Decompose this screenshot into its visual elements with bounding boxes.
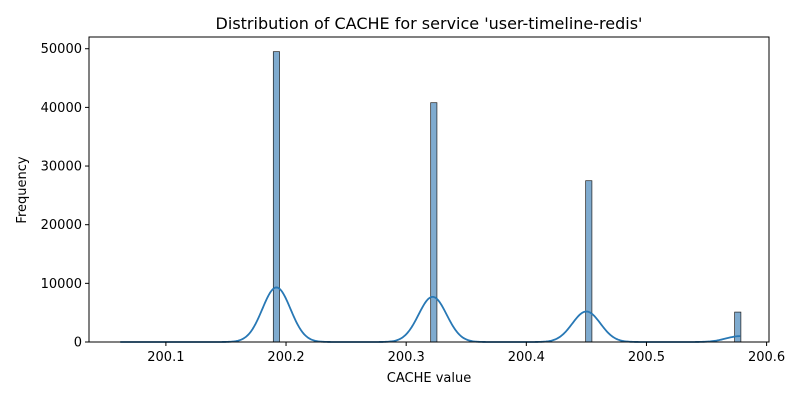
x-axis-label: CACHE value <box>387 371 471 386</box>
histogram-bar-1 <box>431 103 437 342</box>
x-tick-label: 200.3 <box>388 350 425 365</box>
histogram-bar-0 <box>273 52 279 342</box>
x-tick-label: 200.2 <box>267 350 304 365</box>
x-tick-label: 200.1 <box>147 350 184 365</box>
y-tick-label: 0 <box>74 336 82 351</box>
y-tick-label: 30000 <box>41 160 82 175</box>
x-tick-label: 200.6 <box>748 350 785 365</box>
x-axis-ticks: 200.1 200.2 200.3 200.4 200.5 200.6 <box>147 342 785 365</box>
y-tick-label: 20000 <box>41 218 82 233</box>
x-tick-label: 200.4 <box>508 350 545 365</box>
y-tick-label: 40000 <box>41 101 82 116</box>
kde-line <box>120 287 740 342</box>
y-tick-label: 10000 <box>41 277 82 292</box>
y-axis-label: Frequency <box>15 156 30 223</box>
x-tick-label: 200.5 <box>628 350 665 365</box>
histogram-bar-2 <box>586 181 592 342</box>
histogram-bar-3 <box>735 312 741 342</box>
bars-layer <box>273 52 741 342</box>
plot-frame <box>89 37 769 342</box>
y-tick-label: 50000 <box>41 42 82 57</box>
chart-title: Distribution of CACHE for service 'user-… <box>216 14 643 33</box>
y-axis-ticks: 0 10000 20000 30000 40000 50000 <box>41 42 89 350</box>
